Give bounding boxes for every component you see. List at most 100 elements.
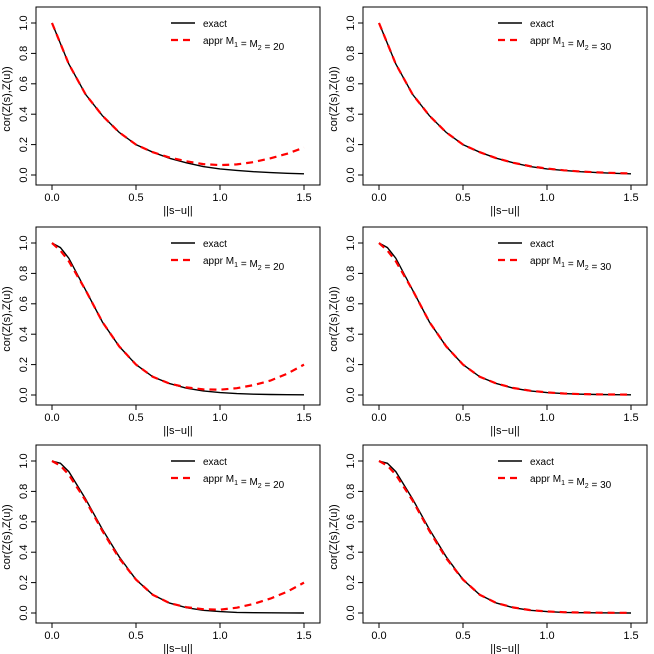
plot-frame xyxy=(362,226,648,406)
y-axis-label: cor(Z(s),Z(u)) xyxy=(1,286,13,351)
y-tick-label: 0.4 xyxy=(345,327,357,342)
y-tick-label: 0.6 xyxy=(345,514,357,529)
x-tick-label: 1.5 xyxy=(623,192,638,204)
x-tick-label: 0.0 xyxy=(44,412,59,424)
y-tick-label: 0.6 xyxy=(18,514,30,529)
approx-series-line xyxy=(51,460,305,611)
y-tick-label: 0.0 xyxy=(18,167,30,182)
y-tick-label: 0.0 xyxy=(345,167,357,182)
x-axis-label: ||s−u|| xyxy=(490,205,519,217)
panel-4: 0.0 0.5 1.0 1.5 ||s−u|| 0.0 0.2 0.4 0.6 0.8 1.0 cor… xyxy=(328,226,648,437)
x-tick-label: 0.5 xyxy=(128,412,143,424)
x-tick-label: 0.5 xyxy=(455,630,470,642)
y-tick-label: 0.6 xyxy=(345,76,357,91)
y-axis-label: cor(Z(s),Z(u)) xyxy=(328,504,340,569)
y-tick-label: 0.6 xyxy=(345,296,357,311)
y-tick-label: 0.2 xyxy=(18,137,30,152)
x-tick-label: 0.5 xyxy=(455,192,470,204)
exact-series-line xyxy=(51,460,305,614)
y-tick-label: 0.4 xyxy=(18,107,30,122)
legend-label: exact xyxy=(530,457,554,468)
x-tick-label: 0.5 xyxy=(128,192,143,204)
legend-label: appr M1 = M2 = 30 xyxy=(530,474,612,491)
approx-series-line xyxy=(51,242,305,391)
exact-series-line xyxy=(51,22,305,175)
y-axis-label: cor(Z(s),Z(u)) xyxy=(1,504,13,569)
x-axis-label: ||s−u|| xyxy=(163,425,192,437)
x-tick-label: 1.5 xyxy=(623,630,638,642)
x-tick-label: 1.0 xyxy=(212,630,227,642)
y-tick-label: 0.2 xyxy=(18,357,30,372)
y-tick-label: 0.8 xyxy=(18,484,30,499)
y-tick-label: 0.0 xyxy=(18,605,30,620)
x-tick-label: 1.0 xyxy=(539,412,554,424)
y-tick-label: 0.0 xyxy=(345,605,357,620)
panel-6: 0.0 0.5 1.0 1.5 ||s−u|| 0.0 0.2 0.4 0.6 0.8 1.0 cor… xyxy=(328,444,648,654)
y-tick-label: 1.0 xyxy=(18,453,30,468)
x-tick-label: 0.0 xyxy=(371,412,386,424)
y-axis-label: cor(Z(s),Z(u)) xyxy=(328,66,340,131)
x-axis-label: ||s−u|| xyxy=(490,643,519,654)
legend-label: exact xyxy=(530,239,554,250)
x-axis-label: ||s−u|| xyxy=(490,425,519,437)
y-tick-label: 0.2 xyxy=(345,137,357,152)
panel-5: 0.0 0.5 1.0 1.5 ||s−u|| 0.0 0.2 0.4 0.6 0.8 1.0 cor… xyxy=(1,444,321,654)
plot-frame xyxy=(362,6,648,186)
y-tick-label: 0.8 xyxy=(345,46,357,61)
x-tick-label: 0.0 xyxy=(44,630,59,642)
legend-label: appr M1 = M2 = 30 xyxy=(530,36,612,53)
legend-label: appr M1 = M2 = 20 xyxy=(203,256,285,273)
y-tick-label: 0.4 xyxy=(345,107,357,122)
y-tick-label: 0.4 xyxy=(18,327,30,342)
y-tick-label: 0.8 xyxy=(18,46,30,61)
y-tick-label: 0.6 xyxy=(18,296,30,311)
x-tick-label: 1.0 xyxy=(212,192,227,204)
y-tick-label: 0.8 xyxy=(345,484,357,499)
y-tick-label: 1.0 xyxy=(345,235,357,250)
panel-2: 0.0 0.5 1.0 1.5 ||s−u|| 0.0 0.2 0.4 0.6 0.8 1.0 cor… xyxy=(328,6,648,217)
approx-series-line xyxy=(50,22,305,167)
x-tick-label: 0.5 xyxy=(128,630,143,642)
y-axis-label: cor(Z(s),Z(u)) xyxy=(328,286,340,351)
x-tick-label: 1.0 xyxy=(539,192,554,204)
y-tick-label: 0.2 xyxy=(345,575,357,590)
x-axis-label: ||s−u|| xyxy=(163,205,192,217)
approx-series-line xyxy=(378,242,632,396)
x-tick-label: 1.5 xyxy=(296,192,311,204)
y-tick-label: 1.0 xyxy=(18,15,30,30)
approx-series-line xyxy=(377,22,632,175)
x-tick-label: 1.0 xyxy=(539,630,554,642)
plot-frame xyxy=(362,444,648,624)
y-tick-label: 1.0 xyxy=(345,15,357,30)
panel-1: 0.0 0.5 1.0 1.5 ||s−u|| 0.0 0.2 0.4 0.6 0.8 1.0 cor… xyxy=(1,6,321,217)
plot-frame xyxy=(35,444,321,624)
y-tick-label: 0.6 xyxy=(18,76,30,91)
y-tick-label: 0.4 xyxy=(345,545,357,560)
x-tick-label: 1.5 xyxy=(623,412,638,424)
legend-label: exact xyxy=(530,19,554,30)
y-axis-label: cor(Z(s),Z(u)) xyxy=(1,66,13,131)
y-tick-label: 0.2 xyxy=(18,575,30,590)
y-tick-label: 0.0 xyxy=(345,387,357,402)
y-tick-label: 0.2 xyxy=(345,357,357,372)
x-tick-label: 0.0 xyxy=(371,630,386,642)
x-tick-label: 1.0 xyxy=(212,412,227,424)
y-tick-label: 1.0 xyxy=(18,235,30,250)
x-tick-label: 0.0 xyxy=(44,192,59,204)
legend-label: exact xyxy=(203,239,227,250)
legend-label: exact xyxy=(203,19,227,30)
exact-series-line xyxy=(51,242,305,396)
plot-frame xyxy=(35,226,321,406)
y-tick-label: 0.8 xyxy=(345,266,357,281)
x-tick-label: 1.5 xyxy=(296,630,311,642)
legend-label: appr M1 = M2 = 30 xyxy=(530,256,612,273)
legend-label: appr M1 = M2 = 20 xyxy=(203,474,285,491)
y-tick-label: 0.4 xyxy=(18,545,30,560)
panel-3: 0.0 0.5 1.0 1.5 ||s−u|| 0.0 0.2 0.4 0.6 0.8 1.0 cor… xyxy=(1,226,321,437)
legend-label: appr M1 = M2 = 20 xyxy=(203,36,285,53)
x-tick-label: 0.5 xyxy=(455,412,470,424)
x-tick-label: 0.0 xyxy=(371,192,386,204)
x-axis-label: ||s−u|| xyxy=(163,643,192,654)
y-tick-label: 1.0 xyxy=(345,453,357,468)
